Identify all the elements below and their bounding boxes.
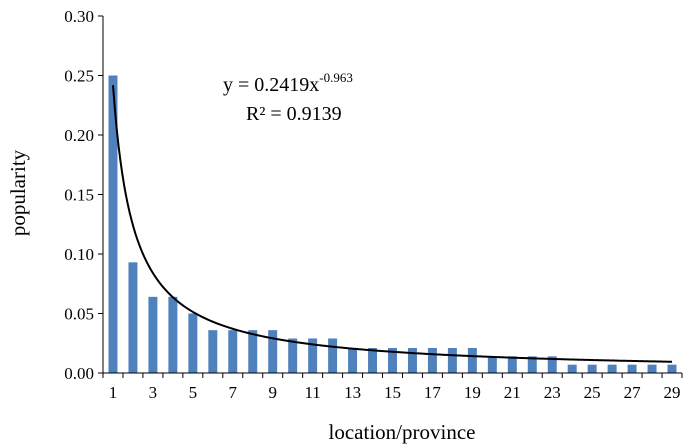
bar-28: [647, 364, 657, 373]
bar-4: [168, 296, 178, 373]
trendline-equation: y = 0.2419x-0.963: [223, 70, 353, 96]
y-ticks-group: 0.00 0.05 0.10 0.15 0.20 0.25 0.30: [64, 7, 103, 383]
bar-21: [507, 356, 517, 373]
x-tick-label: 3: [149, 383, 158, 402]
x-tick-label: 9: [268, 383, 277, 402]
bar-16: [407, 348, 417, 373]
y-axis-title: popularity: [6, 149, 30, 236]
bar-14: [368, 348, 378, 373]
bar-5: [188, 313, 198, 373]
x-tick-label: 25: [584, 383, 601, 402]
bar-25: [587, 364, 597, 373]
trendline-curve: [111, 85, 673, 363]
y-tick-label: 0.10: [64, 245, 94, 264]
bar-22: [527, 356, 537, 373]
bar-26: [607, 364, 617, 373]
bar-29: [667, 364, 677, 373]
bar-6: [208, 330, 218, 373]
bar-2: [128, 262, 138, 373]
bars-group: [108, 75, 677, 373]
x-tick-label: 5: [189, 383, 198, 402]
bar-23: [547, 356, 557, 373]
y-tick-label: 0.30: [64, 7, 94, 26]
bar-15: [388, 348, 397, 373]
r-squared-label: R² = 0.9139: [246, 103, 342, 125]
bar-11: [308, 338, 318, 373]
x-ticks-group: 1 3 5 7 9 11 13 15 17 19 21 23 25 27 29: [102, 373, 683, 402]
x-tick-label: 7: [229, 383, 238, 402]
bar-8: [248, 330, 258, 373]
y-tick-label: 0.05: [64, 305, 94, 324]
equation-main: y = 0.2419x: [223, 74, 319, 96]
bar-13: [348, 348, 358, 373]
x-tick-label: 29: [664, 383, 681, 402]
y-tick-label: 0.00: [64, 364, 94, 383]
y-tick-label: 0.15: [64, 186, 94, 205]
bar-20: [487, 356, 497, 373]
bar-18: [447, 348, 457, 373]
x-tick-label: 11: [304, 383, 320, 402]
x-tick-label: 17: [424, 383, 442, 402]
x-tick-label: 15: [384, 383, 401, 402]
bar-27: [627, 364, 637, 373]
bar-24: [567, 364, 577, 373]
y-tick-label: 0.20: [64, 126, 94, 145]
x-tick-label: 19: [464, 383, 481, 402]
equation-exponent: -0.963: [319, 70, 353, 85]
bar-19: [467, 348, 477, 373]
bar-3: [148, 296, 158, 373]
x-tick-label: 23: [544, 383, 561, 402]
bar-7: [228, 330, 238, 373]
bar-12: [328, 338, 338, 373]
x-tick-label: 27: [624, 383, 642, 402]
x-tick-label: 21: [504, 383, 521, 402]
y-tick-label: 0.25: [64, 67, 94, 86]
bar-1: [108, 75, 118, 373]
x-tick-label: 13: [344, 383, 361, 402]
bar-9: [268, 330, 278, 373]
x-tick-label: 1: [109, 383, 118, 402]
bar-10: [288, 338, 298, 373]
bar-17: [427, 348, 437, 373]
x-axis-title: location/province: [329, 420, 476, 444]
